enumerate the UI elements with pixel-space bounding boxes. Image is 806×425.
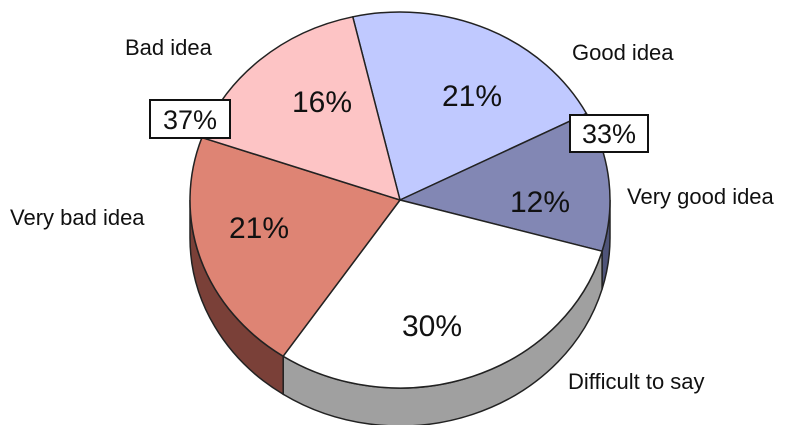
group-box-good (569, 114, 649, 153)
group-label-bad: 37% (163, 105, 217, 135)
pie-slice-good-idea (352, 11, 588, 201)
group-label-good: 33% (582, 119, 636, 149)
slice-label-very-good-idea: 12% (510, 186, 570, 219)
group-box-bad (149, 99, 231, 139)
slice-label-difficult-to-say: 30% (402, 310, 462, 343)
slice-label-very-bad-idea: 21% (229, 212, 289, 245)
category-label-bad-idea: Bad idea (125, 35, 213, 60)
category-label-difficult-to-say: Difficult to say (568, 369, 705, 394)
pie-slice-difficult-to-say (282, 199, 603, 389)
slice-label-bad-idea: 16% (292, 86, 352, 119)
category-label-very-good-idea: Very good idea (627, 184, 775, 209)
slice-label-good-idea: 21% (442, 80, 502, 113)
category-label-good-idea: Good idea (572, 40, 674, 65)
pie-slices (189, 11, 611, 389)
category-label-very-bad-idea: Very bad idea (10, 205, 145, 230)
pie-slice-very-bad-idea (189, 136, 401, 357)
